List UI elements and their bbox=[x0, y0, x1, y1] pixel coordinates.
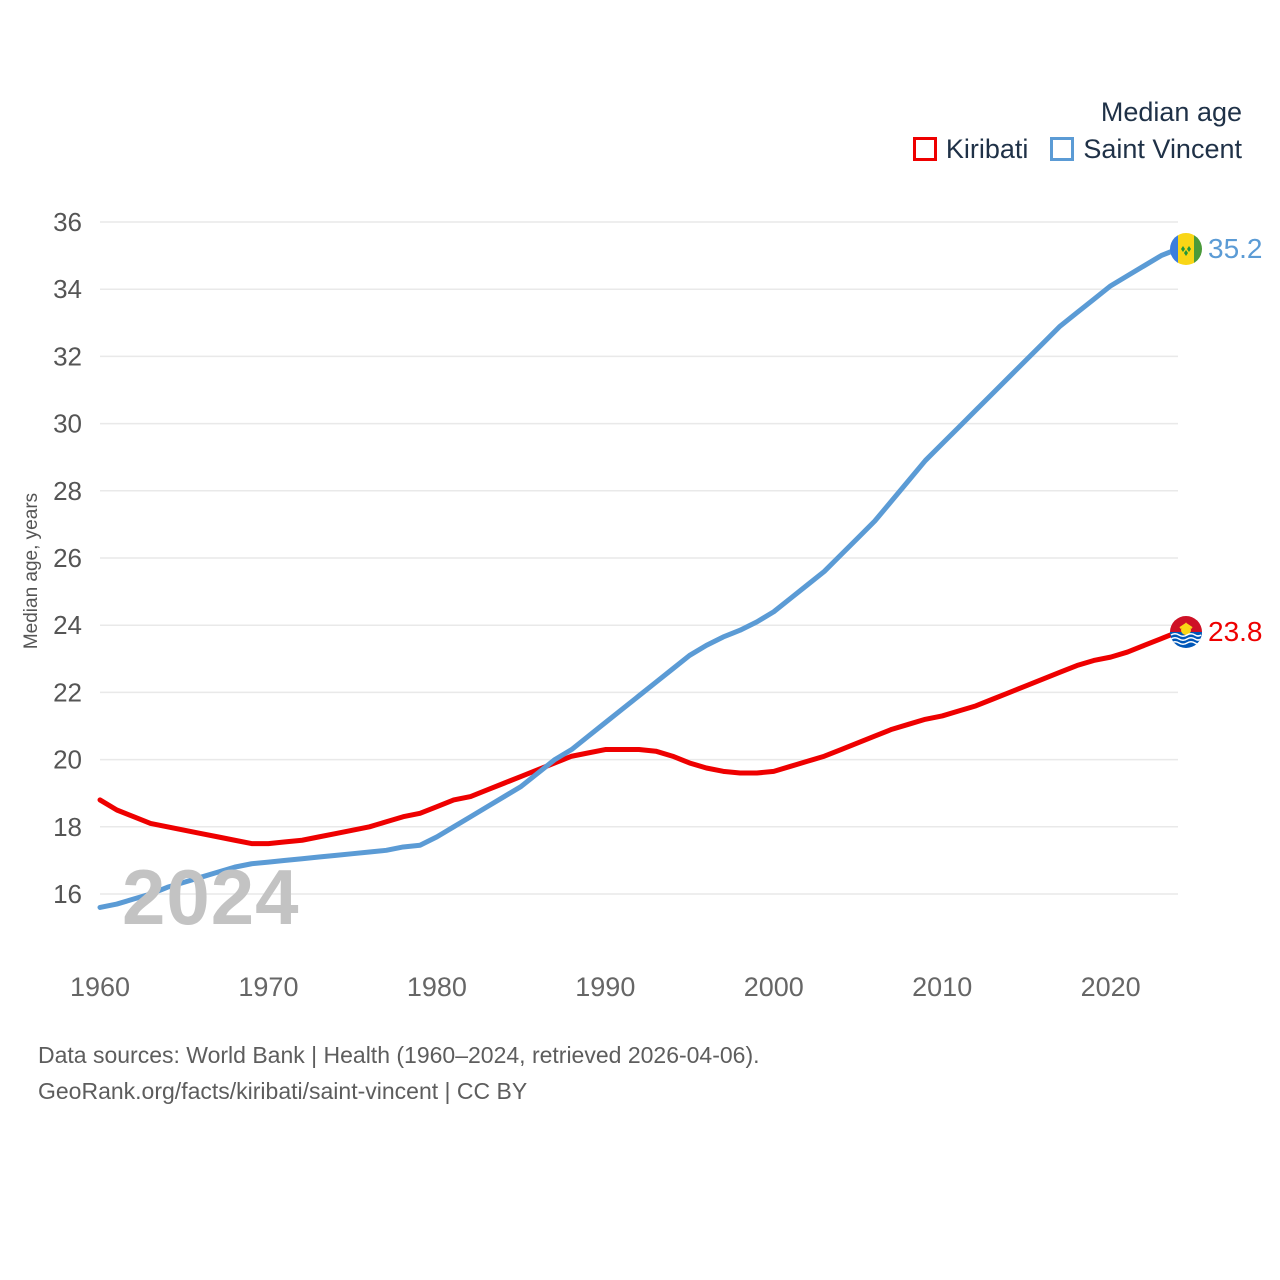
footer-credits: Data sources: World Bank | Health (1960–… bbox=[38, 1038, 760, 1109]
y-tick-label: 30 bbox=[53, 409, 82, 439]
saint-vincent-flag-icon bbox=[1170, 232, 1202, 265]
legend-swatch-kiribati bbox=[912, 137, 937, 162]
y-tick-label: 32 bbox=[53, 341, 82, 371]
series-lines bbox=[97, 246, 1181, 910]
chart-legend: Median age Kiribati Saint Vincent bbox=[912, 96, 1242, 164]
end-value-kiribati: 23.8 bbox=[1208, 615, 1263, 647]
end-marker-kiribati: 23.8 bbox=[1170, 615, 1263, 648]
y-tick-label: 20 bbox=[53, 745, 82, 775]
legend-items: Kiribati Saint Vincent bbox=[912, 133, 1242, 164]
legend-label-saint-vincent: Saint Vincent bbox=[1083, 133, 1242, 164]
legend-swatch-saint-vincent bbox=[1050, 137, 1075, 162]
y-tick-label: 18 bbox=[53, 812, 82, 842]
y-tick-label: 28 bbox=[53, 476, 82, 506]
legend-title: Median age bbox=[1100, 97, 1242, 127]
y-tick-label: 22 bbox=[53, 677, 82, 707]
kiribati-flag-icon bbox=[1170, 615, 1202, 648]
y-tick-label: 34 bbox=[53, 274, 82, 304]
x-tick-label: 2000 bbox=[744, 972, 804, 1002]
x-tick-label: 1960 bbox=[70, 972, 130, 1002]
legend-item-saint-vincent[interactable]: Saint Vincent bbox=[1050, 133, 1242, 164]
footer-line-url: GeoRank.org/facts/kiribati/saint-vincent… bbox=[38, 1077, 528, 1104]
y-tick-label: 16 bbox=[53, 879, 82, 909]
y-tick-label: 36 bbox=[53, 207, 82, 237]
y-tick-label: 24 bbox=[53, 610, 82, 640]
x-tick-label: 2020 bbox=[1081, 972, 1141, 1002]
x-tick-label: 1990 bbox=[575, 972, 635, 1002]
x-tick-label: 1970 bbox=[238, 972, 298, 1002]
x-tick-label: 1980 bbox=[407, 972, 467, 1002]
legend-label-kiribati: Kiribati bbox=[945, 133, 1029, 164]
end-marker-saint-vincent: 35.2 bbox=[1170, 232, 1263, 265]
x-tick-labels: 1960 1970 1980 1990 2000 2010 2020 bbox=[70, 972, 1141, 1002]
series-line-saint-vincent bbox=[97, 246, 1181, 910]
end-value-saint-vincent: 35.2 bbox=[1208, 232, 1263, 264]
chart-plot-area: Median age, years 16 18 20 22 24 26 28 30 32 34 36… bbox=[21, 207, 1181, 1002]
y-tick-labels: 16 18 20 22 24 26 28 30 32 34 36 bbox=[53, 207, 82, 909]
line-chart-svg: 16 18 20 22 24 26 28 30 32 34 36 1960 1970 1980 1990 2… bbox=[53, 207, 1181, 1002]
y-tick-label: 26 bbox=[53, 543, 82, 573]
series-line-kiribati bbox=[97, 629, 1181, 847]
year-watermark: 2024 bbox=[122, 853, 300, 941]
gridlines bbox=[100, 221, 1178, 895]
footer-line-sources: Data sources: World Bank | Health (1960–… bbox=[38, 1042, 760, 1068]
legend-item-kiribati[interactable]: Kiribati bbox=[912, 133, 1029, 164]
x-tick-label: 2010 bbox=[912, 972, 972, 1002]
